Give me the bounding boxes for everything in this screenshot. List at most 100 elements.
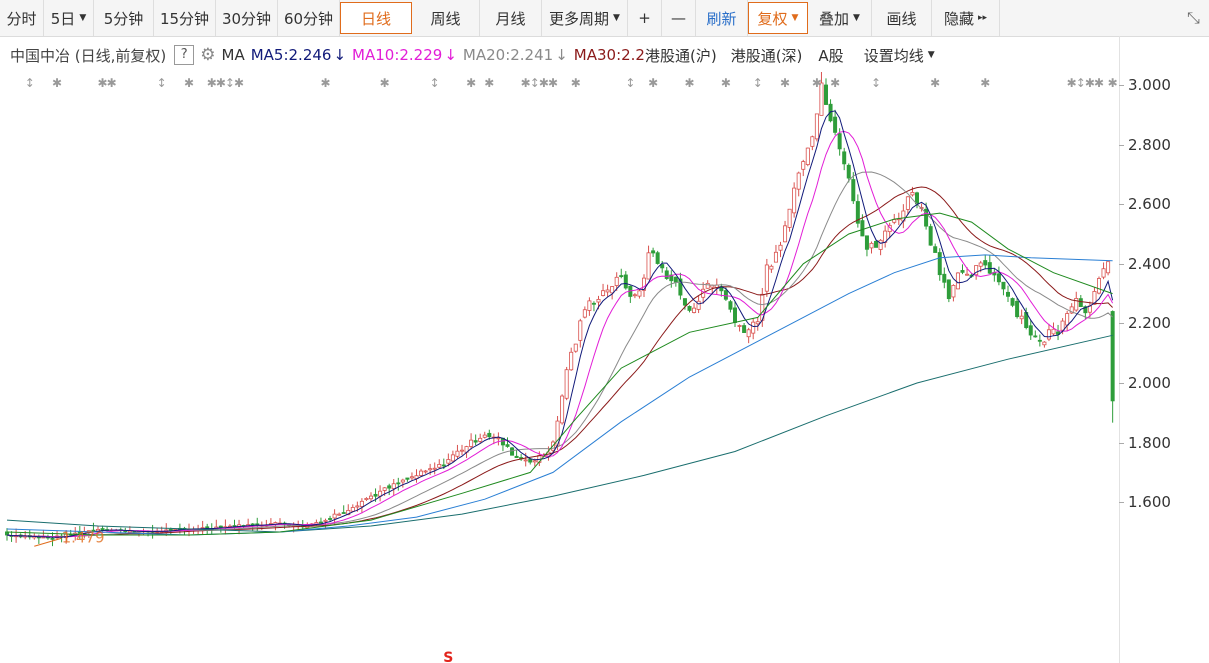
candle-body — [391, 483, 396, 489]
toolbar-item-3[interactable]: 15分钟 — [154, 0, 216, 36]
hk-sz-link[interactable]: 港股通(深) — [730, 46, 803, 65]
candle-body — [573, 343, 578, 352]
ma-label[interactable]: MA — [221, 46, 245, 64]
y-tick-label: 2.200 — [1128, 314, 1171, 333]
event-star-icon: ✱ — [1108, 76, 1118, 90]
y-tick-mark — [1119, 85, 1124, 86]
chevron-down-icon: ▸▸ — [977, 13, 988, 23]
kline-chart[interactable]: 3.1701.479↕✱✱✱↕✱✱✱↕✱✱✱↕✱✱✱↕✱✱✱↕✱✱✱↕✱✱✱↕✱… — [0, 72, 1119, 663]
toolbar-item-7[interactable]: 周线 — [412, 0, 480, 36]
candle-body — [983, 260, 988, 266]
candle-body — [569, 351, 574, 371]
toolbar-item-11[interactable]: — — [662, 0, 696, 36]
candle-body — [532, 460, 537, 463]
y-tick-label: 3.000 — [1128, 76, 1171, 94]
candle-body — [1078, 298, 1083, 308]
candle-body — [601, 290, 606, 296]
candle-body — [937, 252, 942, 276]
candle-body — [733, 307, 738, 323]
candle-body — [523, 459, 528, 462]
ma10-line — [6, 130, 1114, 538]
candle-body — [619, 275, 624, 277]
toolbar-item-14[interactable]: 叠加 ▼ — [808, 0, 872, 36]
toolbar-item-15[interactable]: 画线 — [872, 0, 932, 36]
candle-body — [869, 242, 874, 249]
toolbar-item-13[interactable]: 复权 ▼ — [748, 2, 808, 34]
toolbar-item-label: 复权 — [757, 9, 788, 28]
toolbar-item-5[interactable]: 60分钟 — [278, 0, 340, 36]
y-tick-label: 1.800 — [1128, 433, 1171, 452]
candle-body — [1037, 339, 1042, 342]
candle-body — [965, 273, 970, 276]
toolbar-item-4[interactable]: 30分钟 — [216, 0, 278, 36]
toolbar-item-2[interactable]: 5分钟 — [94, 0, 154, 36]
y-tick-mark — [1119, 204, 1124, 206]
low-pointer — [34, 537, 62, 547]
candle-body — [318, 521, 323, 524]
ma30-value: MA30:2.2 — [573, 46, 645, 64]
ma-settings-button[interactable]: 设置均线 — [863, 46, 924, 65]
toolbar-item-12[interactable]: 刷新 — [696, 0, 748, 36]
toolbar-item-10[interactable]: + — [628, 0, 662, 36]
candle-body — [655, 252, 660, 264]
candle-body — [1083, 306, 1088, 314]
candle-body — [933, 246, 938, 253]
candle-body — [328, 518, 333, 520]
candle-body — [669, 274, 674, 282]
ma250-line — [6, 334, 1113, 533]
ma5-value: MA5:2.246 — [250, 46, 332, 64]
candle-body — [1051, 328, 1056, 335]
y-tick-label: 2.400 — [1128, 254, 1171, 273]
event-arrow-icon: ↕ — [225, 76, 235, 90]
candle-body — [951, 285, 956, 298]
candle-body — [496, 437, 501, 440]
help-icon[interactable]: ? — [174, 45, 195, 65]
toolbar-item-9[interactable]: 更多周期 ▼ — [542, 0, 628, 36]
a-share-link[interactable]: A股 — [818, 46, 844, 65]
toolbar-item-16[interactable]: 隐藏 ▸▸ — [932, 0, 1000, 36]
event-star-icon: ✱ — [1085, 76, 1095, 90]
toolbar-item-label: 分时 — [6, 9, 37, 28]
candle-body — [560, 395, 565, 424]
candle-body — [614, 276, 619, 286]
gear-icon[interactable]: ⚙ — [200, 45, 216, 65]
candle-body — [382, 487, 387, 491]
event-arrow-icon: ↕ — [753, 76, 763, 90]
toolbar-item-label: 日线 — [360, 9, 391, 28]
event-star-icon: ✱ — [830, 76, 840, 90]
candle-body — [368, 495, 373, 500]
event-star-icon: ✱ — [98, 76, 108, 90]
toolbar-item-0[interactable]: 分时 — [0, 0, 44, 36]
candle-body — [50, 537, 55, 540]
candle-body — [469, 439, 474, 447]
hk-sh-link[interactable]: 港股通(沪) — [644, 46, 717, 65]
event-star-icon: ✱ — [539, 76, 549, 90]
candle-body — [605, 289, 610, 293]
candle-body — [1046, 329, 1051, 340]
candle-body — [728, 301, 733, 310]
ma-info-bar: 中国中冶 (日线,前复权) ? ⚙ MA MA5:2.246 ↓ MA10:2.… — [0, 38, 1120, 72]
candle-body — [723, 290, 728, 300]
event-star-icon: ✱ — [380, 76, 390, 90]
y-tick-mark — [1119, 502, 1124, 504]
toolbar-item-1[interactable]: 5日 ▼ — [44, 0, 94, 36]
toolbar-item-label: 30分钟 — [221, 9, 272, 28]
candle-body — [651, 250, 656, 254]
toolbar-item-8[interactable]: 月线 — [480, 0, 542, 36]
candle-body — [792, 187, 797, 214]
candle-body — [587, 300, 592, 311]
toolbar-item-6[interactable]: 日线 — [340, 2, 412, 34]
candle-body — [996, 273, 1001, 283]
candle-body — [510, 447, 515, 456]
candle-body — [1019, 315, 1024, 320]
event-star-icon: ✱ — [684, 76, 694, 90]
candle-body — [692, 307, 697, 313]
candle-body — [805, 147, 810, 165]
candle-body — [364, 498, 369, 500]
event-arrow-icon: ↕ — [25, 76, 35, 90]
candle-body — [955, 272, 960, 290]
candle-body — [450, 454, 455, 462]
expand-icon[interactable]: ⤡ — [1187, 8, 1200, 27]
candle-body — [646, 252, 651, 280]
candle-body — [696, 300, 701, 310]
